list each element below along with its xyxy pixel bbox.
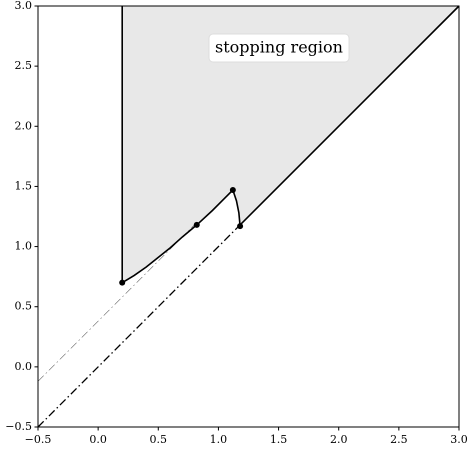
x-tick-label: 3.0 (450, 433, 468, 446)
y-tick-label: 2.5 (15, 59, 33, 72)
x-tick-label: 2.5 (390, 433, 408, 446)
point (237, 223, 244, 230)
y-tick-label: −0.5 (5, 420, 32, 433)
y-tick-label: 0.0 (15, 360, 33, 373)
annotation-box (208, 33, 350, 63)
point (229, 187, 236, 194)
y-tick-label: 1.5 (15, 179, 33, 192)
line-series (37, 222, 197, 382)
y-tick-label: 3.0 (15, 0, 33, 12)
x-tick-label: 2.0 (330, 433, 348, 446)
plot-frame (37, 5, 460, 428)
y-tick-label: 1.0 (15, 240, 33, 253)
x-tick-label: −0.5 (25, 433, 52, 446)
x-tick-label: 1.0 (210, 433, 228, 446)
y-tick-label: 0.5 (15, 300, 33, 313)
line-series (239, 5, 460, 226)
annotation-group: stopping region (208, 33, 350, 63)
point (119, 279, 126, 286)
point (193, 221, 200, 228)
stopping-region-fill (122, 6, 459, 283)
line-series (37, 224, 241, 428)
x-tick-label: 1.5 (270, 433, 288, 446)
annotation: stopping region (215, 38, 343, 57)
x-tick-label: 0.0 (89, 433, 107, 446)
x-tick-label: 0.5 (150, 433, 168, 446)
y-tick-label: 2.0 (15, 119, 33, 132)
